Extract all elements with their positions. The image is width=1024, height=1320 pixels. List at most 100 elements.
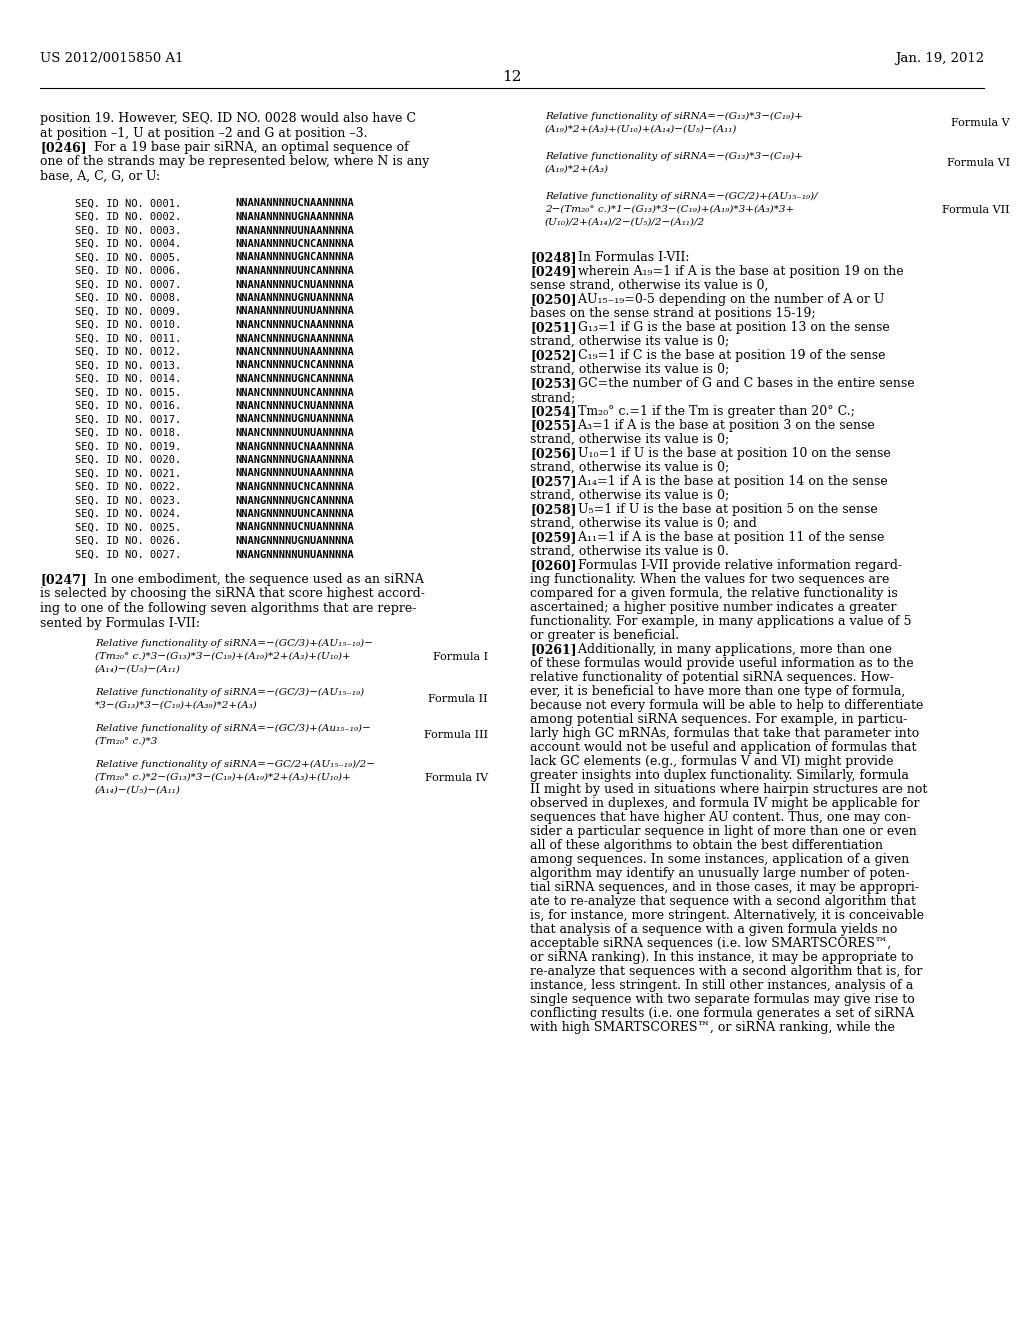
Text: G₁₃=1 if G is the base at position 13 on the sense: G₁₃=1 if G is the base at position 13 on… xyxy=(566,321,890,334)
Text: NNANGNNNNUCNUANNNNA: NNANGNNNNUCNUANNNNA xyxy=(234,523,353,532)
Text: SEQ. ID NO. 0013.: SEQ. ID NO. 0013. xyxy=(75,360,181,371)
Text: Formula V: Formula V xyxy=(951,119,1010,128)
Text: sequences that have higher AU content. Thus, one may con-: sequences that have higher AU content. T… xyxy=(530,810,910,824)
Text: NNANANNNNUGNUANNNNA: NNANANNNNUGNUANNNNA xyxy=(234,293,353,304)
Text: relative functionality of potential siRNA sequences. How-: relative functionality of potential siRN… xyxy=(530,671,894,684)
Text: [0254]: [0254] xyxy=(530,405,577,418)
Text: position 19. However, SEQ. ID NO. 0028 would also have C: position 19. However, SEQ. ID NO. 0028 w… xyxy=(40,112,416,125)
Text: strand, otherwise its value is 0;: strand, otherwise its value is 0; xyxy=(530,335,729,348)
Text: [0261]: [0261] xyxy=(530,643,577,656)
Text: strand, otherwise its value is 0;: strand, otherwise its value is 0; xyxy=(530,461,729,474)
Text: SEQ. ID NO. 0003.: SEQ. ID NO. 0003. xyxy=(75,226,181,235)
Text: SEQ. ID NO. 0022.: SEQ. ID NO. 0022. xyxy=(75,482,181,492)
Text: [0252]: [0252] xyxy=(530,348,577,362)
Text: ing functionality. When the values for two sequences are: ing functionality. When the values for t… xyxy=(530,573,890,586)
Text: [0248]: [0248] xyxy=(530,251,577,264)
Text: NNANCNNNNUUNCANNNNA: NNANCNNNNUUNCANNNNA xyxy=(234,388,353,397)
Text: with high SMARTSCORES™, or siRNA ranking, while the: with high SMARTSCORES™, or siRNA ranking… xyxy=(530,1020,895,1034)
Text: [0250]: [0250] xyxy=(530,293,577,306)
Text: SEQ. ID NO. 0024.: SEQ. ID NO. 0024. xyxy=(75,510,181,519)
Text: SEQ. ID NO. 0014.: SEQ. ID NO. 0014. xyxy=(75,374,181,384)
Text: SEQ. ID NO. 0019.: SEQ. ID NO. 0019. xyxy=(75,441,181,451)
Text: Formula IV: Formula IV xyxy=(425,774,488,783)
Text: SEQ. ID NO. 0020.: SEQ. ID NO. 0020. xyxy=(75,455,181,465)
Text: SEQ. ID NO. 0006.: SEQ. ID NO. 0006. xyxy=(75,267,181,276)
Text: [0255]: [0255] xyxy=(530,418,577,432)
Text: NNANGNNNNUGNCANNNNA: NNANGNNNNUGNCANNNNA xyxy=(234,495,353,506)
Text: *3−(G₁₃)*3−(C₁₉)+(A₃₉)*2+(A₃): *3−(G₁₃)*3−(C₁₉)+(A₃₉)*2+(A₃) xyxy=(95,701,258,710)
Text: [0256]: [0256] xyxy=(530,447,577,459)
Text: U₁₀=1 if U is the base at position 10 on the sense: U₁₀=1 if U is the base at position 10 on… xyxy=(566,447,891,459)
Text: In one embodiment, the sequence used as an siRNA: In one embodiment, the sequence used as … xyxy=(78,573,424,586)
Text: Formula I: Formula I xyxy=(433,652,488,663)
Text: SEQ. ID NO. 0010.: SEQ. ID NO. 0010. xyxy=(75,319,181,330)
Text: ever, it is beneficial to have more than one type of formula,: ever, it is beneficial to have more than… xyxy=(530,685,905,698)
Text: SEQ. ID NO. 0005.: SEQ. ID NO. 0005. xyxy=(75,252,181,263)
Text: single sequence with two separate formulas may give rise to: single sequence with two separate formul… xyxy=(530,993,914,1006)
Text: SEQ. ID NO. 0011.: SEQ. ID NO. 0011. xyxy=(75,334,181,343)
Text: C₁₉=1 if C is the base at position 19 of the sense: C₁₉=1 if C is the base at position 19 of… xyxy=(566,348,886,362)
Text: Formulas I-VII provide relative information regard-: Formulas I-VII provide relative informat… xyxy=(566,558,902,572)
Text: [0259]: [0259] xyxy=(530,531,577,544)
Text: SEQ. ID NO. 0004.: SEQ. ID NO. 0004. xyxy=(75,239,181,249)
Text: strand, otherwise its value is 0; and: strand, otherwise its value is 0; and xyxy=(530,517,757,531)
Text: (A₁₉)*2+(A₃): (A₁₉)*2+(A₃) xyxy=(545,165,609,174)
Text: NNANANNNNUUNAANNNNA: NNANANNNNUUNAANNNNA xyxy=(234,226,353,235)
Text: that analysis of a sequence with a given formula yields no: that analysis of a sequence with a given… xyxy=(530,923,897,936)
Text: SEQ. ID NO. 0009.: SEQ. ID NO. 0009. xyxy=(75,306,181,317)
Text: re-analyze that sequences with a second algorithm that is, for: re-analyze that sequences with a second … xyxy=(530,965,923,978)
Text: strand, otherwise its value is 0.: strand, otherwise its value is 0. xyxy=(530,545,729,558)
Text: lack GC elements (e.g., formulas V and VI) might provide: lack GC elements (e.g., formulas V and V… xyxy=(530,755,894,768)
Text: NNANANNNNUCNUANNNNA: NNANANNNNUCNUANNNNA xyxy=(234,280,353,289)
Text: Relative functionality of siRNA=−(G₁₃)*3−(C₁₉)+: Relative functionality of siRNA=−(G₁₃)*3… xyxy=(545,152,803,161)
Text: NNANGNNNNUUNCANNNNA: NNANGNNNNUUNCANNNNA xyxy=(234,510,353,519)
Text: SEQ. ID NO. 0002.: SEQ. ID NO. 0002. xyxy=(75,213,181,222)
Text: GC=the number of G and C bases in the entire sense: GC=the number of G and C bases in the en… xyxy=(566,378,914,389)
Text: Relative functionality of siRNA=−GC/2+(AU₁₅₋₁₉)/2−: Relative functionality of siRNA=−GC/2+(A… xyxy=(95,760,375,770)
Text: functionality. For example, in many applications a value of 5: functionality. For example, in many appl… xyxy=(530,615,911,628)
Text: SEQ. ID NO. 0001.: SEQ. ID NO. 0001. xyxy=(75,198,181,209)
Text: A₃=1 if A is the base at position 3 on the sense: A₃=1 if A is the base at position 3 on t… xyxy=(566,418,874,432)
Text: at position –1, U at position –2 and G at position –3.: at position –1, U at position –2 and G a… xyxy=(40,127,368,140)
Text: bases on the sense strand at positions 15-19;: bases on the sense strand at positions 1… xyxy=(530,308,816,319)
Text: sense strand, otherwise its value is 0,: sense strand, otherwise its value is 0, xyxy=(530,279,768,292)
Text: base, A, C, G, or U:: base, A, C, G, or U: xyxy=(40,170,160,183)
Text: NNANANNNNUCNCANNNNA: NNANANNNNUCNCANNNNA xyxy=(234,239,353,249)
Text: compared for a given formula, the relative functionality is: compared for a given formula, the relati… xyxy=(530,587,898,601)
Text: NNANCNNNNUGNAANNNNA: NNANCNNNNUGNAANNNNA xyxy=(234,334,353,343)
Text: [0257]: [0257] xyxy=(530,475,577,488)
Text: 2−(Tm₂₀° c.)*1−(G₁₃)*3−(C₁₉)+(A₁₉)*3+(A₃)*3+: 2−(Tm₂₀° c.)*1−(G₁₃)*3−(C₁₉)+(A₁₉)*3+(A₃… xyxy=(545,205,795,214)
Text: or siRNA ranking). In this instance, it may be appropriate to: or siRNA ranking). In this instance, it … xyxy=(530,950,913,964)
Text: [0246]: [0246] xyxy=(40,141,87,154)
Text: strand, otherwise its value is 0;: strand, otherwise its value is 0; xyxy=(530,488,729,502)
Text: SEQ. ID NO. 0007.: SEQ. ID NO. 0007. xyxy=(75,280,181,289)
Text: SEQ. ID NO. 0021.: SEQ. ID NO. 0021. xyxy=(75,469,181,479)
Text: U₅=1 if U is the base at position 5 on the sense: U₅=1 if U is the base at position 5 on t… xyxy=(566,503,878,516)
Text: (A₁₉)*2+(A₃)+(U₁₀)+(A₁₄)−(U₅)−(A₁₁): (A₁₉)*2+(A₃)+(U₁₀)+(A₁₄)−(U₅)−(A₁₁) xyxy=(545,125,737,135)
Text: (U₁₀)/2+(A₁₄)/2−(U₅)/2−(A₁₁)/2: (U₁₀)/2+(A₁₄)/2−(U₅)/2−(A₁₁)/2 xyxy=(545,218,706,227)
Text: strand, otherwise its value is 0;: strand, otherwise its value is 0; xyxy=(530,363,729,376)
Text: among sequences. In some instances, application of a given: among sequences. In some instances, appl… xyxy=(530,853,909,866)
Text: strand, otherwise its value is 0;: strand, otherwise its value is 0; xyxy=(530,433,729,446)
Text: NNANGNNNNUCNCANNNNA: NNANGNNNNUCNCANNNNA xyxy=(234,482,353,492)
Text: Relative functionality of siRNA=−(GC/3)+(Au₁₅₋₁₉)−: Relative functionality of siRNA=−(GC/3)+… xyxy=(95,723,371,733)
Text: II might by used in situations where hairpin structures are not: II might by used in situations where hai… xyxy=(530,783,928,796)
Text: In Formulas I-VII:: In Formulas I-VII: xyxy=(566,251,689,264)
Text: A₁₁=1 if A is the base at position 11 of the sense: A₁₁=1 if A is the base at position 11 of… xyxy=(566,531,885,544)
Text: Formula II: Formula II xyxy=(428,694,488,705)
Text: NNANCNNNNUUNUANNNNA: NNANCNNNNUUNUANNNNA xyxy=(234,428,353,438)
Text: Formula III: Formula III xyxy=(424,730,488,741)
Text: NNANGNNNNUCNAANNNNA: NNANGNNNNUCNAANNNNA xyxy=(234,441,353,451)
Text: (Tm₂₀° c.)*3: (Tm₂₀° c.)*3 xyxy=(95,737,158,746)
Text: 12: 12 xyxy=(502,70,522,84)
Text: Tm₂₀° c.=1 if the Tm is greater than 20° C.;: Tm₂₀° c.=1 if the Tm is greater than 20°… xyxy=(566,405,855,418)
Text: SEQ. ID NO. 0027.: SEQ. ID NO. 0027. xyxy=(75,549,181,560)
Text: is, for instance, more stringent. Alternatively, it is conceivable: is, for instance, more stringent. Altern… xyxy=(530,909,924,921)
Text: acceptable siRNA sequences (i.e. low SMARTSCORES™,: acceptable siRNA sequences (i.e. low SMA… xyxy=(530,937,891,950)
Text: (A₁₄)−(U₅)−(A₁₁): (A₁₄)−(U₅)−(A₁₁) xyxy=(95,665,181,675)
Text: SEQ. ID NO. 0016.: SEQ. ID NO. 0016. xyxy=(75,401,181,411)
Text: Relative functionality of siRNA=−(GC/2)+(AU₁₅₋₁₉)/: Relative functionality of siRNA=−(GC/2)+… xyxy=(545,191,817,201)
Text: SEQ. ID NO. 0018.: SEQ. ID NO. 0018. xyxy=(75,428,181,438)
Text: [0253]: [0253] xyxy=(530,378,577,389)
Text: SEQ. ID NO. 0012.: SEQ. ID NO. 0012. xyxy=(75,347,181,356)
